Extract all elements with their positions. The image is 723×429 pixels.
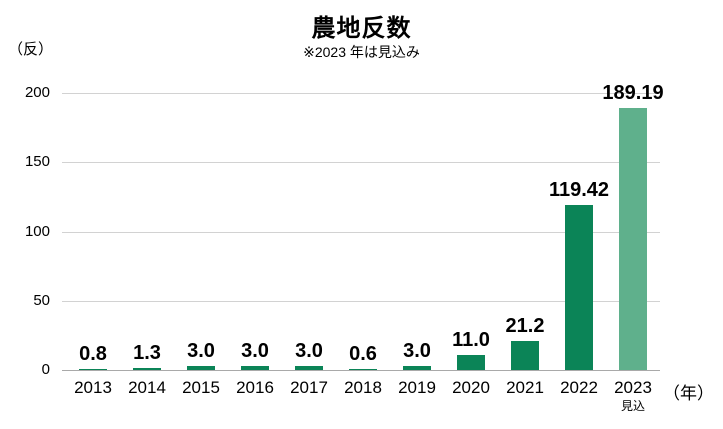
y-tick-label: 200 bbox=[24, 84, 50, 101]
bar-2020 bbox=[457, 354, 485, 370]
x-tick-label: 2021 bbox=[506, 378, 544, 397]
y-axis-unit-label: （反） bbox=[8, 41, 54, 58]
estimate-note: 見込 bbox=[620, 399, 645, 413]
x-tick-label: 2019 bbox=[398, 378, 436, 397]
x-tick-label: 2017 bbox=[290, 378, 328, 397]
x-tick-label: 2013 bbox=[74, 378, 112, 397]
value-label: 0.8 bbox=[79, 342, 107, 365]
value-label: 3.0 bbox=[241, 339, 269, 362]
x-tick-label: 2020 bbox=[452, 378, 490, 397]
bar-2021 bbox=[511, 340, 539, 370]
x-tick-label: 2023 bbox=[614, 378, 652, 397]
bar-2015 bbox=[187, 365, 215, 370]
x-tick-label: 2022 bbox=[560, 378, 598, 397]
bar-2018 bbox=[349, 368, 377, 370]
gridline bbox=[62, 231, 660, 233]
bar-2023 bbox=[619, 107, 647, 370]
x-tick-label: 2018 bbox=[344, 378, 382, 397]
value-label: 3.0 bbox=[187, 339, 215, 362]
x-tick-label: 2016 bbox=[236, 378, 274, 397]
x-axis-unit-label: （年） bbox=[663, 384, 714, 403]
bar-2022 bbox=[565, 204, 593, 370]
x-tick-label: 2015 bbox=[182, 378, 220, 397]
value-label: 189.19 bbox=[602, 81, 664, 104]
y-tick-label: 50 bbox=[33, 291, 50, 309]
bar-2017 bbox=[295, 365, 323, 370]
value-label: 3.0 bbox=[403, 339, 431, 362]
value-label: 119.42 bbox=[548, 178, 610, 201]
y-tick-label: 150 bbox=[24, 153, 50, 171]
x-axis-line bbox=[62, 370, 660, 371]
gridline bbox=[62, 162, 660, 164]
y-tick-label: 0 bbox=[41, 361, 50, 378]
bar-2019 bbox=[403, 365, 431, 370]
value-label: 1.3 bbox=[133, 342, 161, 365]
bar-2016 bbox=[241, 365, 269, 370]
chart-title: 農地反数 bbox=[311, 15, 412, 42]
bar-2013 bbox=[79, 368, 107, 370]
value-label: 0.6 bbox=[349, 342, 377, 365]
value-label: 3.0 bbox=[295, 339, 323, 362]
value-label: 21.2 bbox=[505, 314, 545, 337]
gridline bbox=[62, 300, 660, 302]
value-label: 11.0 bbox=[452, 328, 490, 351]
y-tick-label: 100 bbox=[24, 222, 50, 240]
x-tick-label: 2014 bbox=[128, 378, 166, 397]
bar-2014 bbox=[133, 368, 161, 370]
chart-subtitle: ※2023 年は見込み bbox=[303, 44, 420, 60]
gridline bbox=[62, 93, 660, 94]
